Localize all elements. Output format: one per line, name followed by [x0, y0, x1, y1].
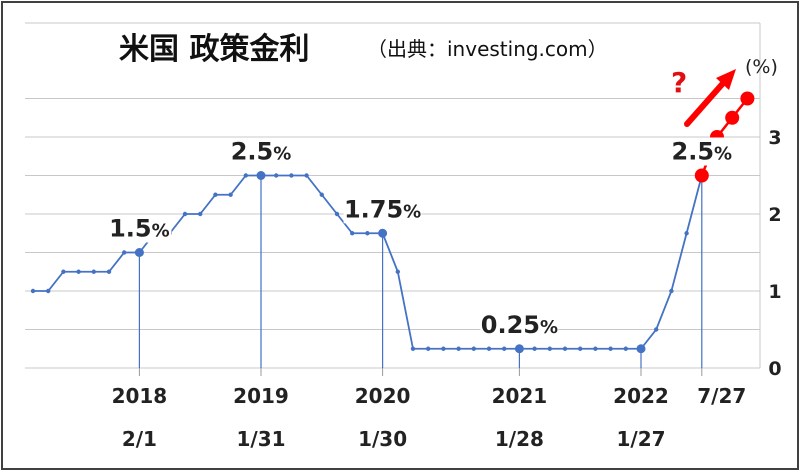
- data-point: [122, 250, 127, 255]
- data-point: [456, 346, 461, 351]
- data-point: [654, 327, 659, 332]
- forecast-point: [694, 168, 709, 183]
- x-label-date: 1/27: [616, 427, 665, 451]
- data-point: [547, 346, 552, 351]
- x-label-date: 1/31: [236, 427, 285, 451]
- x-label-year: 2021: [492, 384, 548, 408]
- chart-title: 米国 政策金利: [119, 32, 309, 67]
- data-point: [30, 288, 36, 294]
- annotation-label: 1.5%: [109, 215, 170, 243]
- y-axis-ticks: 0 1 2 3: [768, 127, 781, 380]
- data-point: [578, 346, 583, 351]
- chart-source: （出典：investing.com）: [367, 37, 608, 61]
- forecast-point: [725, 110, 740, 125]
- annotation-bg: [107, 214, 172, 243]
- data-point: [198, 211, 203, 217]
- data-point: [106, 269, 112, 274]
- annotation-bg: [480, 310, 559, 339]
- data-point: [365, 231, 370, 236]
- y-tick-label: 0: [768, 358, 781, 380]
- data-point: [319, 192, 324, 197]
- x-label-year: 2018: [112, 384, 168, 408]
- policy-rate-chart: 米国 政策金利 （出典：investing.com） (%) 0 1 2 3 2018…: [25, 22, 782, 451]
- data-point: [182, 211, 188, 217]
- data-point: [61, 269, 66, 274]
- data-point: [91, 269, 97, 274]
- x-label-year: 2019: [233, 384, 289, 408]
- annotation-bg: [229, 137, 293, 166]
- trend-question-mark: ?: [671, 66, 687, 99]
- forecast-point: [740, 91, 755, 106]
- data-point: [46, 288, 51, 294]
- up-arrow-icon: [684, 69, 736, 127]
- annotation-label: 2.5%: [231, 138, 292, 166]
- data-point: [441, 346, 446, 351]
- data-point: [274, 173, 279, 178]
- data-point: [426, 346, 431, 351]
- annotation-label: 2.5%: [672, 138, 733, 166]
- data-point: [410, 346, 416, 351]
- x-label-year: 2022: [613, 384, 669, 408]
- x-label-date: 1/30: [358, 427, 407, 451]
- data-point: [608, 346, 613, 351]
- annotation-bg: [669, 137, 734, 166]
- y-unit-label: (%): [745, 56, 778, 78]
- rate-series-history: [30, 171, 704, 368]
- annotation-label: 1.75%: [344, 195, 421, 223]
- x-label-date: 7/27: [697, 384, 746, 408]
- data-point: [334, 211, 340, 217]
- x-label-year: 2020: [355, 384, 411, 408]
- data-point: [486, 346, 492, 351]
- y-tick-label: 2: [768, 204, 781, 226]
- data-point: [562, 346, 568, 351]
- data-point: [532, 346, 537, 351]
- y-tick-label: 3: [768, 127, 781, 149]
- data-point: [213, 192, 218, 197]
- data-point: [471, 346, 476, 351]
- data-point: [304, 173, 309, 178]
- data-point: [669, 288, 674, 294]
- data-point: [593, 346, 598, 351]
- data-point: [243, 173, 248, 178]
- x-label-date: 1/28: [495, 427, 544, 451]
- data-point: [623, 346, 628, 351]
- data-point: [395, 269, 400, 274]
- data-point: [502, 346, 507, 351]
- x-label-date: 2/1: [122, 427, 157, 451]
- y-tick-label: 1: [768, 281, 781, 303]
- data-point: [76, 269, 81, 274]
- data-point: [228, 192, 233, 197]
- data-point: [350, 231, 355, 236]
- data-point: [289, 173, 294, 178]
- rate-annotations: 1.5% 2.5% 1.75% 0.25% 2.5%: [107, 137, 734, 339]
- data-point: [684, 231, 689, 236]
- annotation-label: 0.25%: [481, 311, 558, 339]
- x-axis-labels: 2018 2/1 2019 1/31 2020 1/30 2021 1/28 2022 1/27 7…: [112, 384, 747, 451]
- annotation-bg: [343, 195, 422, 224]
